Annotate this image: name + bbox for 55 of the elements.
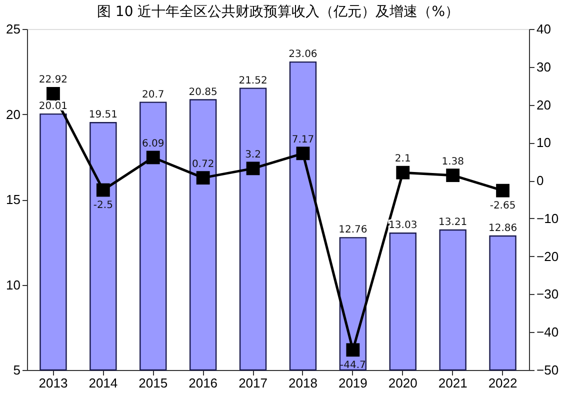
x-tick-label: 2016 — [188, 376, 218, 390]
point — [496, 184, 510, 198]
data-label: 13.03 — [388, 220, 418, 232]
y-tick-label: 20 — [6, 106, 20, 122]
y2-tick-label: 0 — [536, 173, 544, 188]
data-label: 6.09 — [142, 138, 164, 150]
x-tick-label: 2019 — [338, 376, 368, 390]
data-label: 1.38 — [442, 156, 464, 168]
y2-tick-label: 30 — [536, 59, 551, 74]
data-label: 12.76 — [338, 224, 368, 236]
y2-tick-label: −40 — [536, 324, 559, 340]
x-tick-label: 2020 — [388, 376, 418, 390]
y2-tick-label: −30 — [536, 286, 559, 302]
y-tick-label: 10 — [6, 277, 20, 292]
data-label: 19.51 — [88, 110, 118, 121]
point — [296, 146, 310, 160]
x-tick-label: 2017 — [238, 376, 268, 390]
x-tick-label: 2021 — [438, 376, 468, 390]
point — [196, 171, 210, 185]
y2-tick-label: 20 — [536, 97, 551, 112]
x-tick-label: 2013 — [38, 376, 68, 390]
data-label: 13.21 — [438, 217, 468, 228]
data-label: 20.7 — [142, 89, 164, 100]
data-label: 7.17 — [292, 134, 314, 146]
data-label: 3.2 — [245, 149, 261, 160]
y-tick-label: 25 — [6, 22, 20, 36]
y2-tick-label: −20 — [536, 248, 559, 264]
data-label: 2.1 — [394, 154, 411, 165]
data-label: -2.5 — [93, 200, 113, 212]
y2-tick-label: −10 — [536, 210, 559, 226]
x-tick-label: 2018 — [288, 376, 318, 390]
point — [46, 87, 60, 100]
point — [246, 162, 260, 176]
data-label: 12.86 — [488, 222, 518, 234]
y-tick-label: 5 — [13, 362, 20, 378]
point — [446, 168, 460, 182]
point — [96, 183, 110, 197]
y-tick-label: 15 — [6, 192, 20, 207]
point — [146, 150, 160, 164]
x-tick-label: 2022 — [488, 376, 518, 390]
data-label: 22.92 — [38, 74, 68, 86]
y2-tick-label: −50 — [536, 362, 559, 378]
data-label: 21.52 — [238, 75, 268, 86]
x-tick-label: 2014 — [88, 376, 118, 390]
data-label: 0.72 — [192, 158, 214, 170]
data-label: -44.7 — [340, 360, 366, 371]
y2-tick-label: 10 — [536, 135, 551, 150]
point — [396, 166, 410, 180]
data-label: -2.65 — [490, 200, 516, 212]
point — [346, 343, 360, 357]
y2-tick-label: 40 — [536, 22, 551, 36]
chart-title: 图 10 近十年全区公共财政预算收入（亿元）及增速（%） — [96, 4, 460, 20]
data-label: 20.85 — [188, 86, 218, 98]
data-label: 23.06 — [288, 49, 318, 60]
x-tick-label: 2015 — [138, 376, 168, 390]
